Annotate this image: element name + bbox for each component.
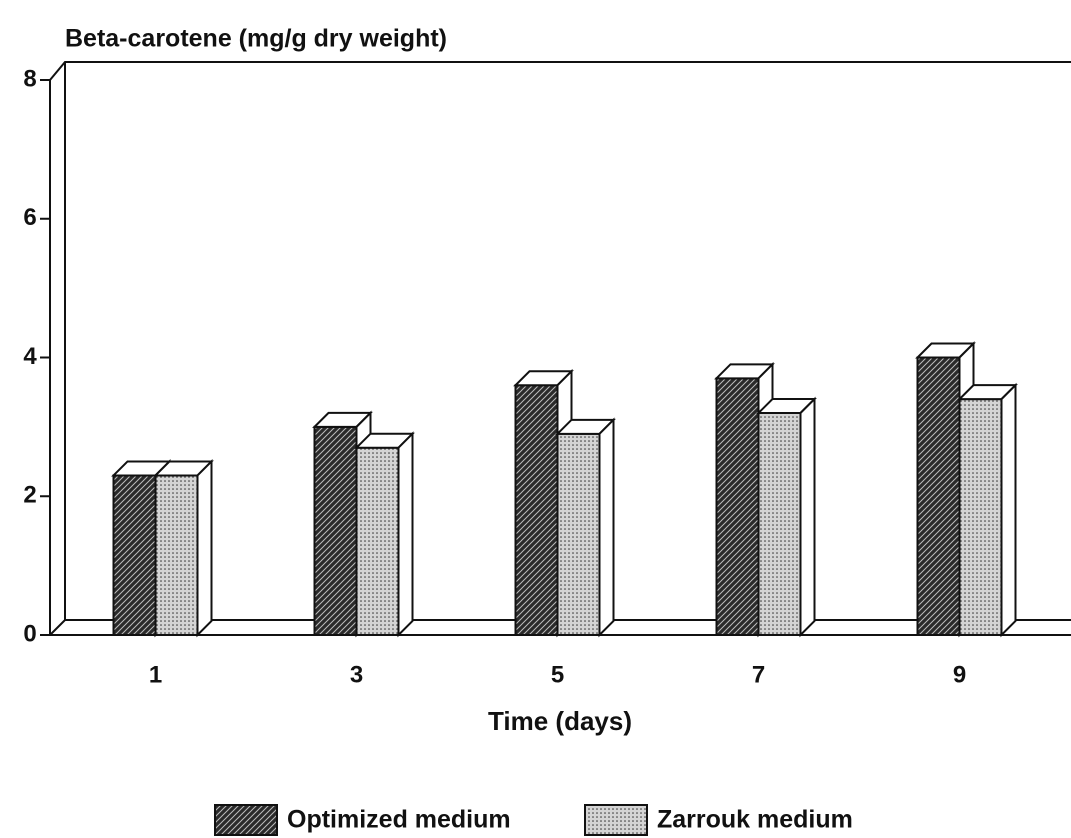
bar-front bbox=[916, 356, 961, 636]
y-tick-label: 2 bbox=[23, 482, 36, 509]
legend-swatch bbox=[584, 804, 648, 836]
y-tick-label: 4 bbox=[23, 343, 37, 370]
legend-label: Zarrouk medium bbox=[657, 806, 853, 834]
bar-side bbox=[598, 417, 615, 638]
bar-side bbox=[799, 396, 816, 638]
x-tick-label: 1 bbox=[149, 661, 162, 688]
x-tick-label: 5 bbox=[551, 661, 564, 688]
bar-front bbox=[715, 377, 760, 636]
bar-front bbox=[112, 474, 157, 636]
y-tick-label: 6 bbox=[23, 204, 36, 231]
bar-front bbox=[313, 425, 358, 636]
legend-label: Optimized medium bbox=[287, 806, 511, 834]
legend-swatch bbox=[214, 804, 278, 836]
bar-front bbox=[757, 412, 802, 636]
x-tick-label: 3 bbox=[350, 661, 363, 688]
bar-front bbox=[556, 432, 601, 636]
bar-side bbox=[1000, 382, 1017, 638]
chart-title: Beta-carotene (mg/g dry weight) bbox=[65, 25, 447, 53]
x-axis-label: Time (days) bbox=[488, 706, 632, 736]
bar-front bbox=[355, 446, 400, 636]
y-tick-label: 8 bbox=[23, 65, 36, 92]
bar-front bbox=[514, 384, 559, 636]
x-tick-label: 7 bbox=[752, 661, 765, 688]
x-tick-label: 9 bbox=[953, 661, 966, 688]
bar-side bbox=[397, 431, 414, 638]
y-tick-label: 0 bbox=[23, 620, 36, 647]
bar-front bbox=[154, 474, 199, 636]
bar-front bbox=[958, 398, 1003, 636]
bar-side bbox=[196, 459, 213, 638]
